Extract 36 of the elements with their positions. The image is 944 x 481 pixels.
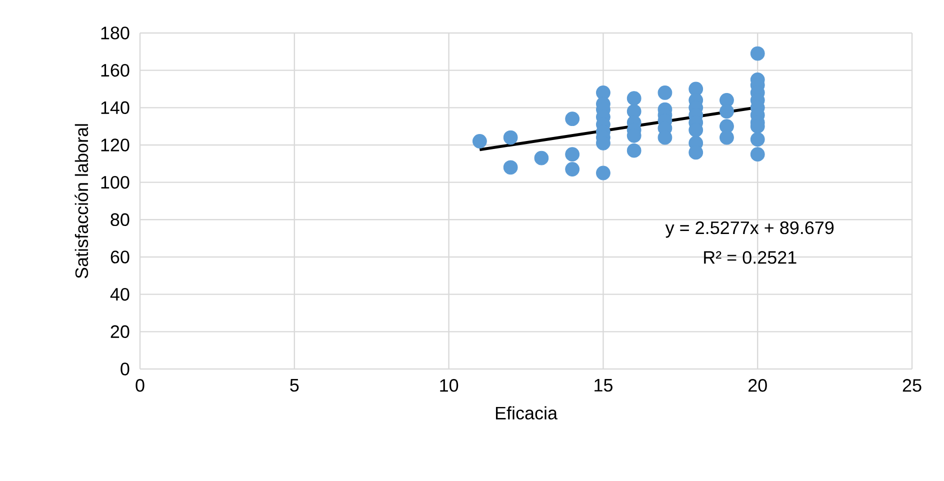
point [596,166,610,180]
point [503,130,518,145]
point [565,147,580,162]
point [720,104,734,119]
y-tick-label: 100 [101,176,130,189]
y-tick-label: 20 [110,325,130,338]
point [565,162,580,176]
point [720,130,734,145]
y-tick-label: 120 [101,138,130,152]
point [750,147,765,162]
y-tick-label: 40 [110,288,130,301]
x-tick-label: 25 [902,379,922,392]
y-tick-label: 180 [101,26,130,40]
point [626,143,642,158]
point [750,132,765,147]
annotation: y = 2.5277x + 89.679 [665,221,834,238]
x-tick-label: 0 [136,379,144,392]
annotation: R² = 0.2521 [704,251,796,264]
point [750,46,765,61]
x-tick-label: 15 [594,379,612,392]
y-tick-label: 60 [110,250,130,264]
point [626,91,642,106]
point [472,134,487,148]
x-tick-label: 5 [290,379,299,392]
y-tick-label: 140 [101,101,130,114]
point [658,86,672,100]
y-axis-title: Satisfacción laboral [74,124,88,278]
point [503,160,518,175]
point [565,112,580,126]
y-tick-label: 80 [110,213,130,226]
y-tick-label: 160 [101,64,130,77]
x-tick-label: 20 [748,379,767,392]
point [534,150,549,166]
x-axis-title: Eficacia [496,406,558,420]
y-tick-label: 0 [120,362,130,376]
x-tick-label: 10 [440,379,458,392]
